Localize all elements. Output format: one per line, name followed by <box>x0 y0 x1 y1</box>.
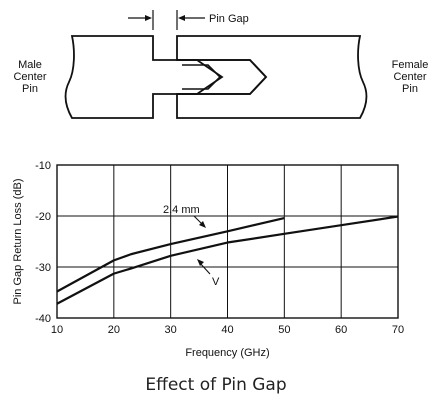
male-pin-tip <box>182 64 222 90</box>
y-axis-title: Pin Gap Return Loss (dB) <box>12 179 24 305</box>
x-tick-label: 20 <box>108 324 120 336</box>
y-tick-labels: -10 -20 -30 -40 <box>35 160 51 325</box>
male-center-pin <box>64 35 224 119</box>
female-label-line1: Female <box>392 59 429 71</box>
series-line-v <box>56 215 399 305</box>
x-tick-label: 30 <box>165 324 177 336</box>
y-tick-label: -40 <box>35 313 51 325</box>
gap-arrowhead-right <box>178 15 185 21</box>
leader-arrowhead-2-4mm <box>199 221 206 228</box>
male-label-line2: Center <box>13 71 46 83</box>
gap-label: Pin Gap <box>209 13 249 25</box>
chart-grid <box>57 165 398 318</box>
x-tick-label: 70 <box>392 324 404 336</box>
chart-series <box>56 215 399 305</box>
female-socket <box>177 59 268 95</box>
y-tick-label: -30 <box>35 262 51 274</box>
x-axis-title: Frequency (GHz) <box>185 347 269 359</box>
x-tick-label: 50 <box>278 324 290 336</box>
series-label-2-4mm: 2.4 mm <box>163 204 200 216</box>
y-tick-label: -10 <box>35 160 51 172</box>
leader-arrowhead-v <box>197 259 204 266</box>
x-tick-label: 10 <box>51 324 63 336</box>
series-annotations: 2.4 mm V <box>163 204 220 288</box>
x-tick-label: 60 <box>335 324 347 336</box>
series-label-v: V <box>212 276 220 288</box>
male-label-line3: Pin <box>22 83 38 95</box>
y-tick-label: -20 <box>35 211 51 223</box>
figure-caption: Effect of Pin Gap <box>145 375 286 395</box>
series-line-2-4mm <box>56 216 285 293</box>
x-tick-labels: 10 20 30 40 50 60 70 <box>51 324 404 336</box>
x-tick-label: 40 <box>221 324 233 336</box>
plot-frame <box>56 164 399 319</box>
pin-gap-diagram: Pin Gap Male Center Pin Female Center Pi… <box>13 10 429 119</box>
return-loss-chart: 10 20 30 40 50 60 70 -10 -20 -30 -40 2.4 mm V Freq… <box>12 160 404 359</box>
male-label-line1: Male <box>18 59 42 71</box>
gap-arrowhead-left <box>145 15 152 21</box>
female-label-line2: Center <box>393 71 426 83</box>
female-label-line3: Pin <box>402 83 418 95</box>
